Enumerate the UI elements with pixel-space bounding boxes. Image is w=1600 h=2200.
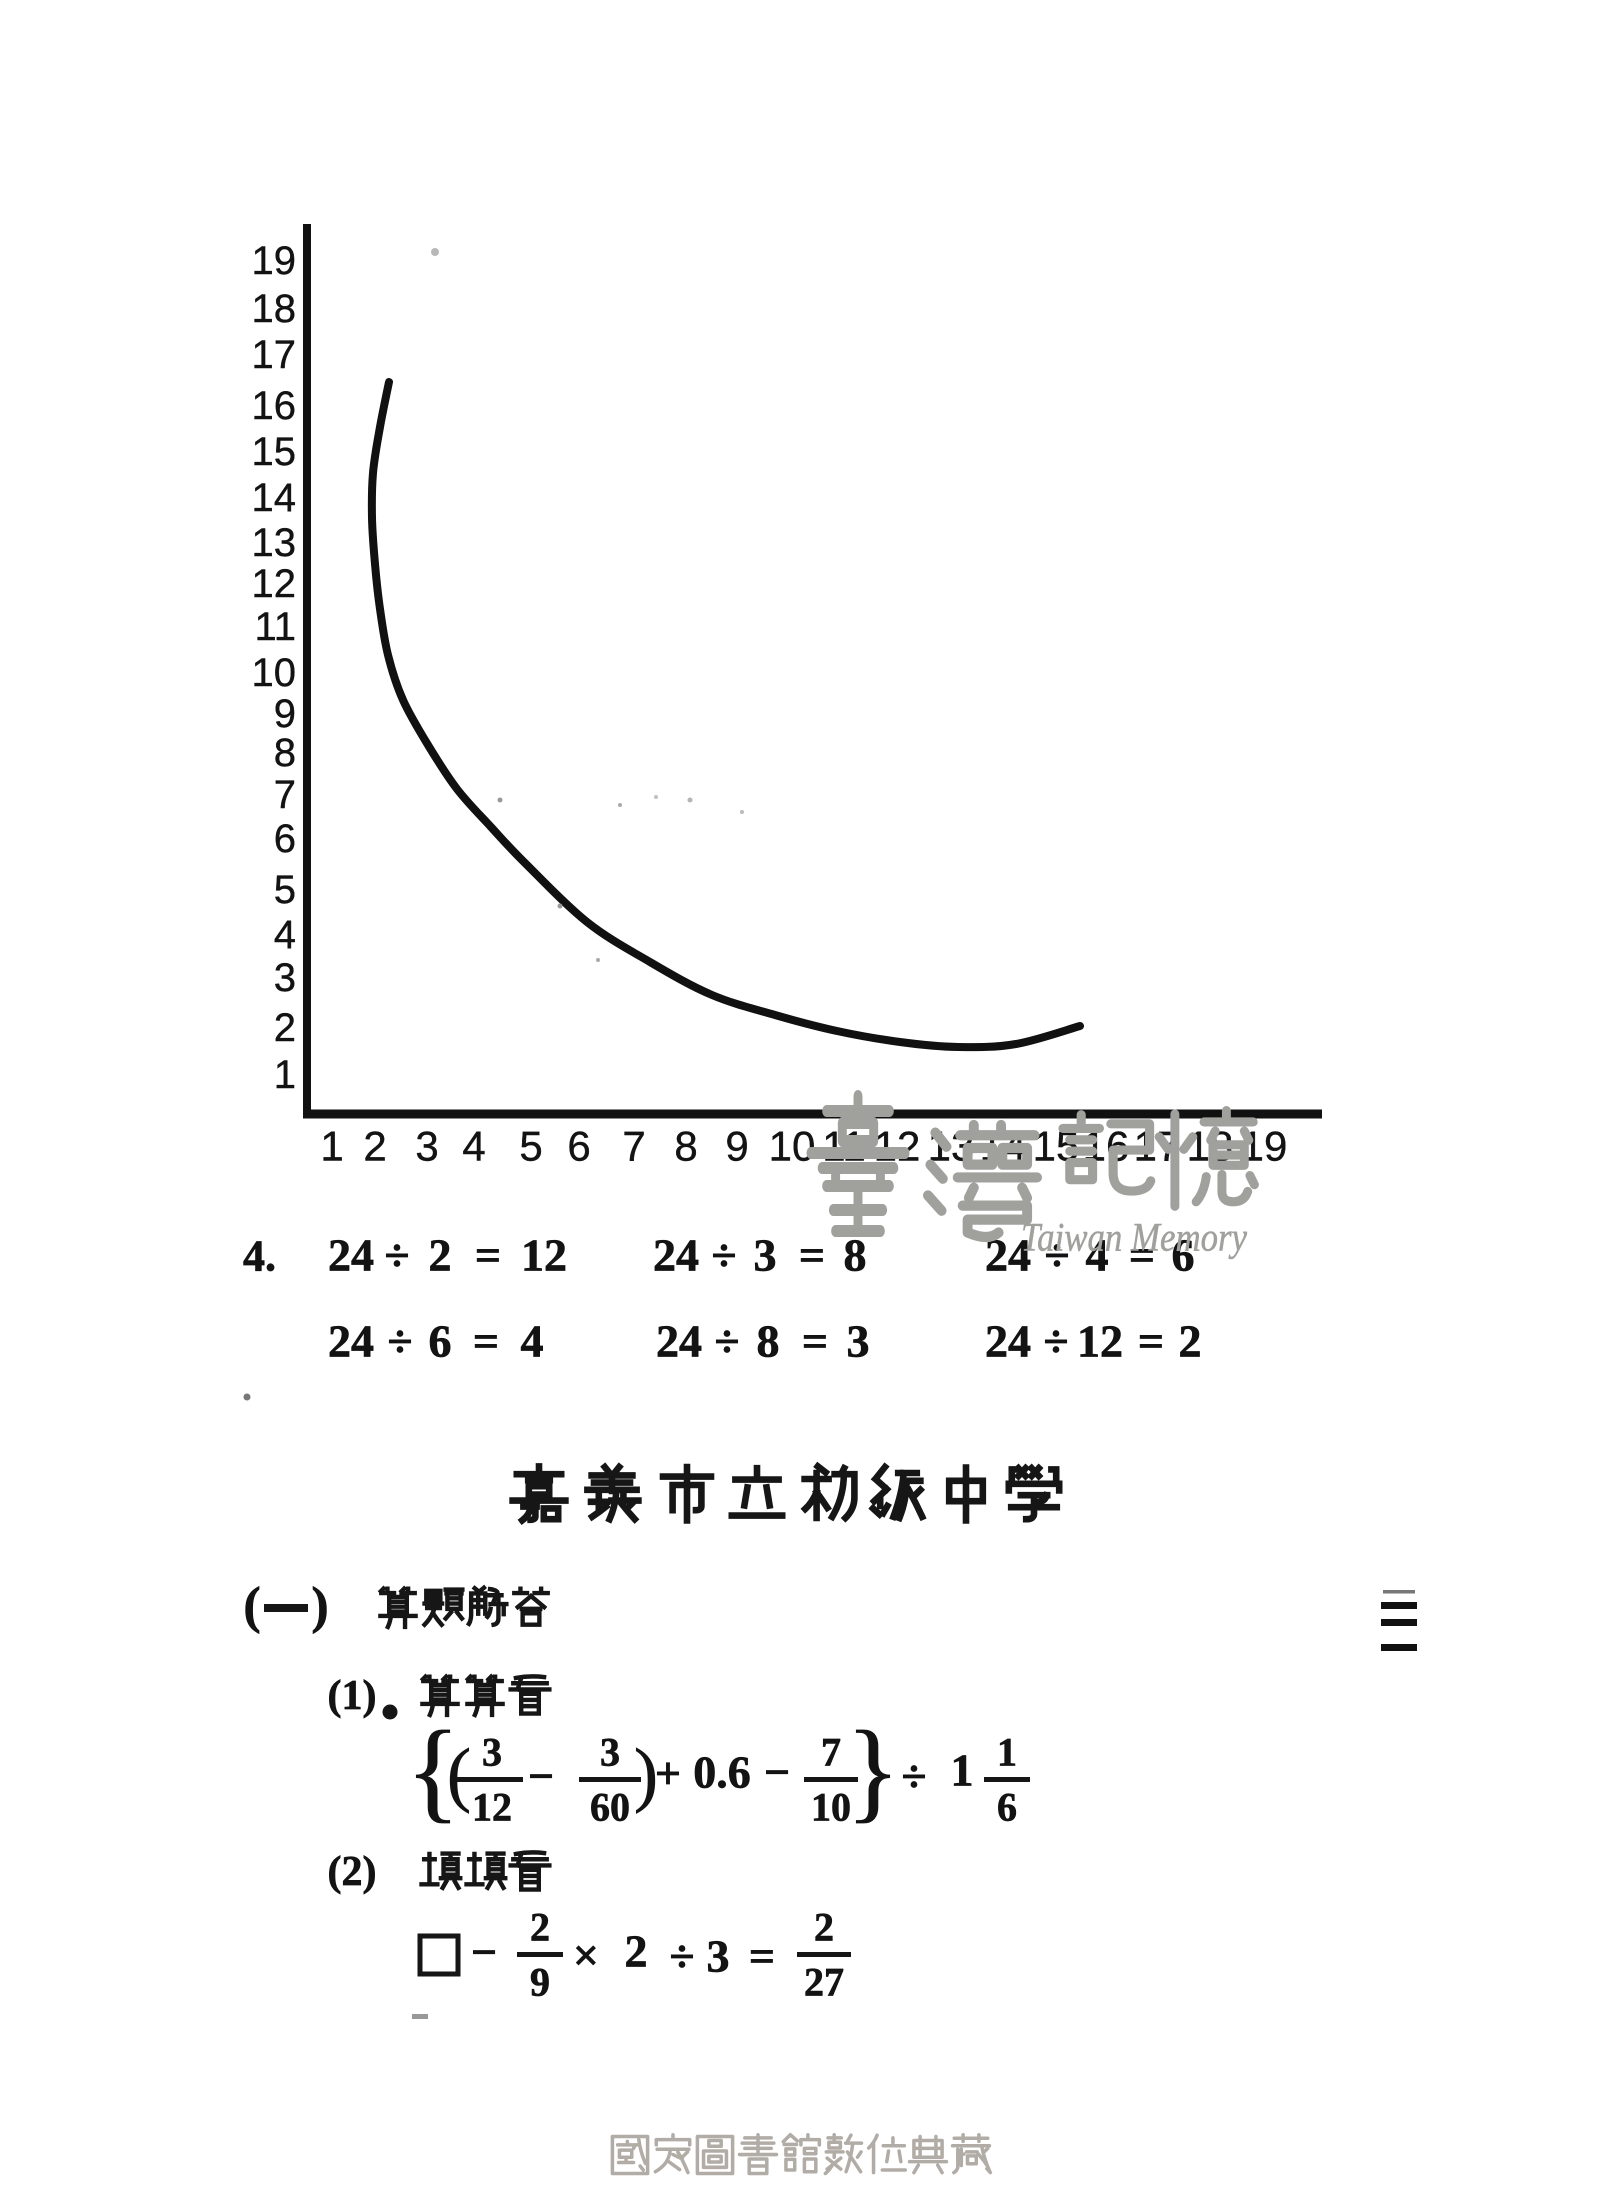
svg-text:10: 10 <box>252 651 297 695</box>
svg-text:1: 1 <box>274 1053 296 1097</box>
svg-text:8: 8 <box>274 731 296 775</box>
svg-text:−: − <box>471 1927 497 1978</box>
svg-text:): ) <box>311 1578 328 1635</box>
svg-text:=: = <box>749 1931 775 1982</box>
svg-text:=: = <box>475 1230 501 1281</box>
svg-text:=: = <box>799 1230 825 1281</box>
svg-text:6: 6 <box>567 1123 590 1170</box>
svg-text:4.: 4. <box>243 1232 276 1281</box>
svg-text:12: 12 <box>472 1785 512 1830</box>
svg-text:1: 1 <box>997 1730 1017 1775</box>
svg-text:÷: ÷ <box>714 1316 739 1367</box>
svg-text:24: 24 <box>653 1230 699 1281</box>
svg-text:9: 9 <box>530 1960 550 2005</box>
svg-text:11: 11 <box>254 605 296 649</box>
svg-text:9: 9 <box>274 692 296 736</box>
svg-text:(2): (2) <box>328 1849 377 1895</box>
svg-text:19: 19 <box>252 239 297 283</box>
svg-text:2: 2 <box>1179 1316 1202 1367</box>
svg-text:0.6: 0.6 <box>693 1747 751 1798</box>
svg-text:×: × <box>573 1930 599 1981</box>
svg-text:2: 2 <box>530 1905 550 1950</box>
svg-text:7: 7 <box>622 1123 645 1170</box>
svg-text:24: 24 <box>328 1230 374 1281</box>
svg-text:6: 6 <box>429 1316 452 1367</box>
svg-text:−: − <box>764 1747 790 1798</box>
svg-text:): ) <box>634 1734 658 1814</box>
svg-text:}: } <box>846 1709 900 1833</box>
svg-text:8: 8 <box>844 1230 867 1281</box>
svg-text:5: 5 <box>519 1123 542 1170</box>
svg-text:8: 8 <box>674 1123 697 1170</box>
svg-text:2: 2 <box>363 1123 386 1170</box>
svg-text:(1): (1) <box>328 1673 377 1719</box>
svg-text:16: 16 <box>252 384 297 428</box>
svg-text:1: 1 <box>320 1123 343 1170</box>
svg-text:÷: ÷ <box>711 1230 736 1281</box>
svg-text:2: 2 <box>429 1230 452 1281</box>
svg-text:2: 2 <box>814 1905 834 1950</box>
svg-text:8: 8 <box>757 1316 780 1367</box>
svg-text:14: 14 <box>252 476 297 520</box>
svg-text:÷: ÷ <box>384 1230 409 1281</box>
svg-text:=: = <box>1138 1316 1164 1367</box>
svg-text:12: 12 <box>252 562 297 606</box>
svg-text:3: 3 <box>415 1123 438 1170</box>
svg-text:÷: ÷ <box>901 1751 926 1802</box>
svg-text:7: 7 <box>821 1730 841 1775</box>
svg-text:1: 1 <box>951 1745 974 1796</box>
svg-text:13: 13 <box>252 521 297 565</box>
svg-text:60: 60 <box>590 1785 630 1830</box>
svg-text:÷: ÷ <box>387 1316 412 1367</box>
svg-text:10: 10 <box>769 1123 816 1170</box>
svg-text:4: 4 <box>521 1316 544 1367</box>
svg-text:{: { <box>406 1709 460 1833</box>
svg-text:2: 2 <box>274 1006 296 1050</box>
svg-text:7: 7 <box>274 773 296 817</box>
svg-text:24: 24 <box>985 1316 1031 1367</box>
svg-text:10: 10 <box>811 1785 851 1830</box>
svg-text:÷: ÷ <box>669 1931 694 1982</box>
svg-text:÷: ÷ <box>1043 1316 1068 1367</box>
svg-text:3: 3 <box>707 1931 730 1982</box>
svg-text:3: 3 <box>600 1730 620 1775</box>
svg-text:9: 9 <box>725 1123 748 1170</box>
svg-text:=: = <box>473 1316 499 1367</box>
svg-text:24: 24 <box>656 1316 702 1367</box>
svg-text:3: 3 <box>274 956 296 1000</box>
svg-text:Taiwan Memory: Taiwan Memory <box>1021 1215 1247 1260</box>
svg-text:6: 6 <box>1172 1230 1195 1281</box>
svg-text:−: − <box>528 1751 554 1802</box>
svg-text:=: = <box>1129 1230 1155 1281</box>
svg-text:+: + <box>655 1748 681 1799</box>
svg-text:15: 15 <box>252 430 297 474</box>
svg-text:2: 2 <box>625 1926 648 1977</box>
svg-text:3: 3 <box>847 1316 870 1367</box>
svg-text:12: 12 <box>1077 1316 1123 1367</box>
svg-text:6: 6 <box>997 1785 1017 1830</box>
svg-text:5: 5 <box>274 868 296 912</box>
svg-text:=: = <box>802 1316 828 1367</box>
svg-text:12: 12 <box>874 1123 921 1170</box>
svg-text:(: ( <box>243 1578 260 1635</box>
svg-text:(: ( <box>447 1734 471 1814</box>
svg-text:3: 3 <box>482 1730 502 1775</box>
svg-text:12: 12 <box>521 1230 567 1281</box>
svg-text:6: 6 <box>274 817 296 861</box>
svg-text:÷: ÷ <box>1044 1230 1069 1281</box>
svg-text:4: 4 <box>274 913 296 957</box>
svg-text:3: 3 <box>754 1230 777 1281</box>
svg-text:4: 4 <box>462 1123 485 1170</box>
svg-text:17: 17 <box>252 333 297 377</box>
svg-text:24: 24 <box>985 1230 1031 1281</box>
svg-text:18: 18 <box>252 287 297 331</box>
svg-text:27: 27 <box>804 1960 844 2005</box>
svg-text:24: 24 <box>328 1316 374 1367</box>
svg-text:4: 4 <box>1086 1230 1109 1281</box>
